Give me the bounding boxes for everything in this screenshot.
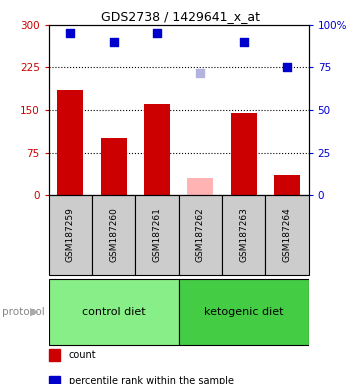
Bar	[92, 195, 135, 275]
Bar	[57, 90, 83, 195]
Point	[197, 70, 203, 76]
Bar	[274, 175, 300, 195]
Text: count: count	[69, 350, 96, 360]
Text: GSM187264: GSM187264	[283, 208, 291, 262]
Text: GSM187259: GSM187259	[66, 208, 75, 262]
Text: control diet: control diet	[82, 307, 145, 317]
Bar	[179, 279, 309, 345]
Text: GSM187262: GSM187262	[196, 208, 205, 262]
Bar	[144, 104, 170, 195]
Text: GSM187263: GSM187263	[239, 208, 248, 262]
Bar	[265, 195, 309, 275]
Text: GSM187261: GSM187261	[153, 208, 161, 262]
Point	[284, 65, 290, 71]
Text: ▶: ▶	[30, 307, 39, 317]
Bar	[179, 195, 222, 275]
Text: protocol: protocol	[2, 307, 44, 317]
Bar	[222, 195, 265, 275]
Point	[111, 39, 117, 45]
Text: GDS2738 / 1429641_x_at: GDS2738 / 1429641_x_at	[101, 10, 260, 23]
Bar	[49, 279, 179, 345]
Bar	[101, 138, 127, 195]
Text: GSM187260: GSM187260	[109, 208, 118, 262]
Point	[68, 30, 73, 36]
Bar	[231, 113, 257, 195]
Bar	[49, 195, 92, 275]
Bar	[187, 178, 213, 195]
Point	[154, 30, 160, 36]
Point	[241, 39, 247, 45]
Bar	[135, 195, 179, 275]
Text: percentile rank within the sample: percentile rank within the sample	[69, 376, 234, 384]
Text: ketogenic diet: ketogenic diet	[204, 307, 283, 317]
